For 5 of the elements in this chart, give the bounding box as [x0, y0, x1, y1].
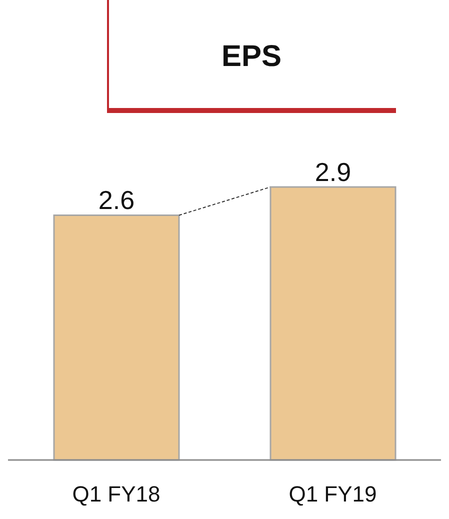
x-tick-label: Q1 FY18	[72, 482, 160, 507]
x-tick-label: Q1 FY19	[288, 482, 377, 507]
data-label: 2.6	[98, 185, 135, 216]
data-label: 2.9	[314, 157, 352, 187]
chart-title: EPS	[220, 40, 283, 74]
